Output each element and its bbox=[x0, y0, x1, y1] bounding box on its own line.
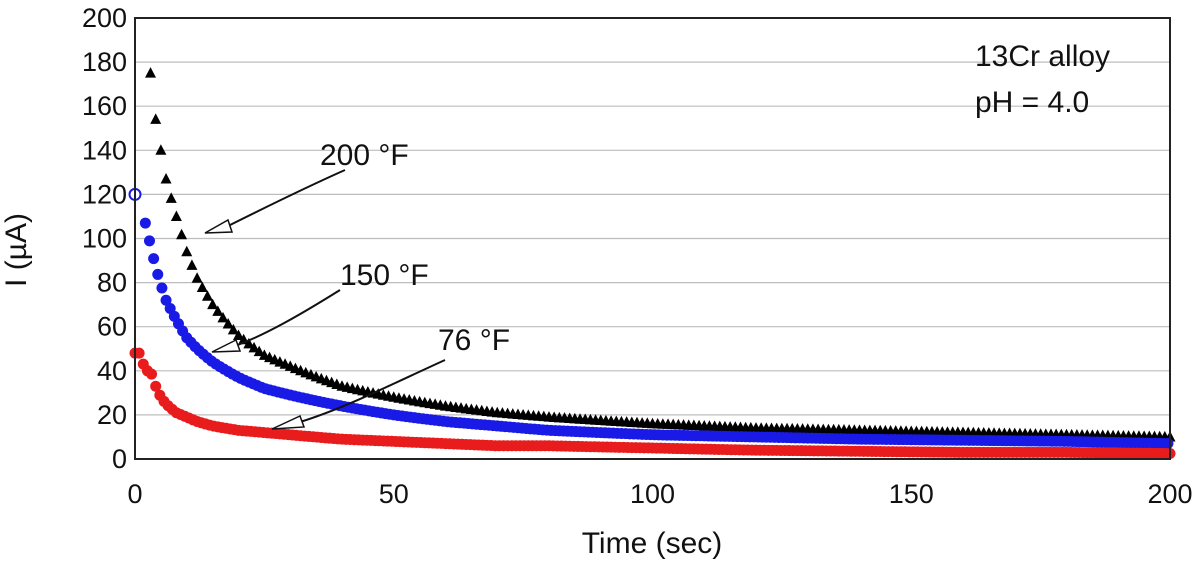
y-tick-label: 140 bbox=[82, 135, 127, 165]
arrowhead-76 bbox=[271, 414, 306, 430]
data-point bbox=[170, 210, 182, 221]
y-tick-label: 160 bbox=[82, 91, 127, 121]
annotations: 200 °F 150 °F 76 °F 13Cr alloy pH = 4.0 bbox=[204, 40, 1110, 430]
ph-label: pH = 4.0 bbox=[975, 86, 1089, 119]
data-point bbox=[201, 290, 213, 301]
data-point bbox=[227, 323, 239, 335]
data-point bbox=[176, 228, 188, 240]
data-point bbox=[145, 67, 157, 78]
data-point bbox=[160, 294, 172, 306]
data-point bbox=[253, 345, 265, 357]
data-point bbox=[196, 281, 208, 292]
data-point bbox=[143, 235, 155, 247]
arrow-200 bbox=[227, 169, 346, 227]
data-point bbox=[191, 272, 203, 283]
alloy-label: 13Cr alloy bbox=[975, 40, 1110, 73]
data-point bbox=[139, 217, 151, 229]
data-point bbox=[186, 259, 198, 270]
y-tick-label: 120 bbox=[82, 179, 127, 209]
label-76F: 76 °F bbox=[438, 324, 510, 357]
x-tick-label: 150 bbox=[889, 479, 934, 509]
y-tick-label: 0 bbox=[112, 444, 127, 474]
data-point bbox=[152, 268, 164, 280]
arrowhead-150 bbox=[211, 338, 242, 353]
data-point bbox=[222, 317, 234, 329]
x-tick-label: 50 bbox=[379, 479, 409, 509]
y-tick-label: 60 bbox=[97, 312, 127, 342]
data-point bbox=[156, 282, 168, 294]
y-tick-label: 80 bbox=[97, 268, 127, 298]
data-point bbox=[146, 368, 158, 380]
data-point bbox=[148, 253, 160, 265]
y-axis-title: I (µA) bbox=[0, 213, 33, 287]
x-tick-label: 100 bbox=[630, 479, 675, 509]
data-point bbox=[248, 341, 260, 353]
x-axis-title: Time (sec) bbox=[582, 527, 723, 560]
data-point bbox=[243, 337, 255, 349]
y-tick-label: 200 bbox=[82, 3, 127, 33]
arrowhead-200 bbox=[204, 218, 234, 234]
x-tick-labels: 0 50 100 150 200 bbox=[127, 479, 1192, 509]
y-tick-label: 180 bbox=[82, 47, 127, 77]
data-point bbox=[181, 245, 193, 257]
y-tick-label: 40 bbox=[97, 356, 127, 386]
plot-frame bbox=[134, 17, 1171, 460]
y-tick-label: 20 bbox=[97, 400, 127, 430]
data-point bbox=[207, 298, 219, 310]
y-tick-label: 100 bbox=[82, 224, 127, 254]
x-tick-label: 0 bbox=[127, 479, 142, 509]
data-point bbox=[133, 347, 145, 359]
series-150-f bbox=[139, 217, 1174, 450]
data-point bbox=[212, 305, 224, 316]
y-tick-labels: 0 20 40 60 80 100 120 140 160 180 200 bbox=[82, 3, 127, 474]
data-point bbox=[155, 144, 167, 155]
data-point bbox=[150, 113, 162, 124]
label-200F: 200 °F bbox=[320, 139, 409, 172]
data-point bbox=[165, 192, 177, 203]
arrow-76 bbox=[299, 359, 446, 423]
data-point bbox=[1162, 438, 1174, 450]
data-point bbox=[150, 380, 162, 392]
data-point bbox=[160, 172, 172, 184]
label-150F: 150 °F bbox=[340, 259, 429, 292]
series-200-f bbox=[145, 67, 1176, 442]
series-76-f bbox=[129, 347, 1176, 459]
data-points bbox=[128, 67, 1176, 459]
x-tick-label: 200 bbox=[1147, 479, 1192, 509]
data-point bbox=[217, 311, 229, 323]
data-point bbox=[233, 329, 244, 341]
arrow-150 bbox=[234, 289, 341, 347]
